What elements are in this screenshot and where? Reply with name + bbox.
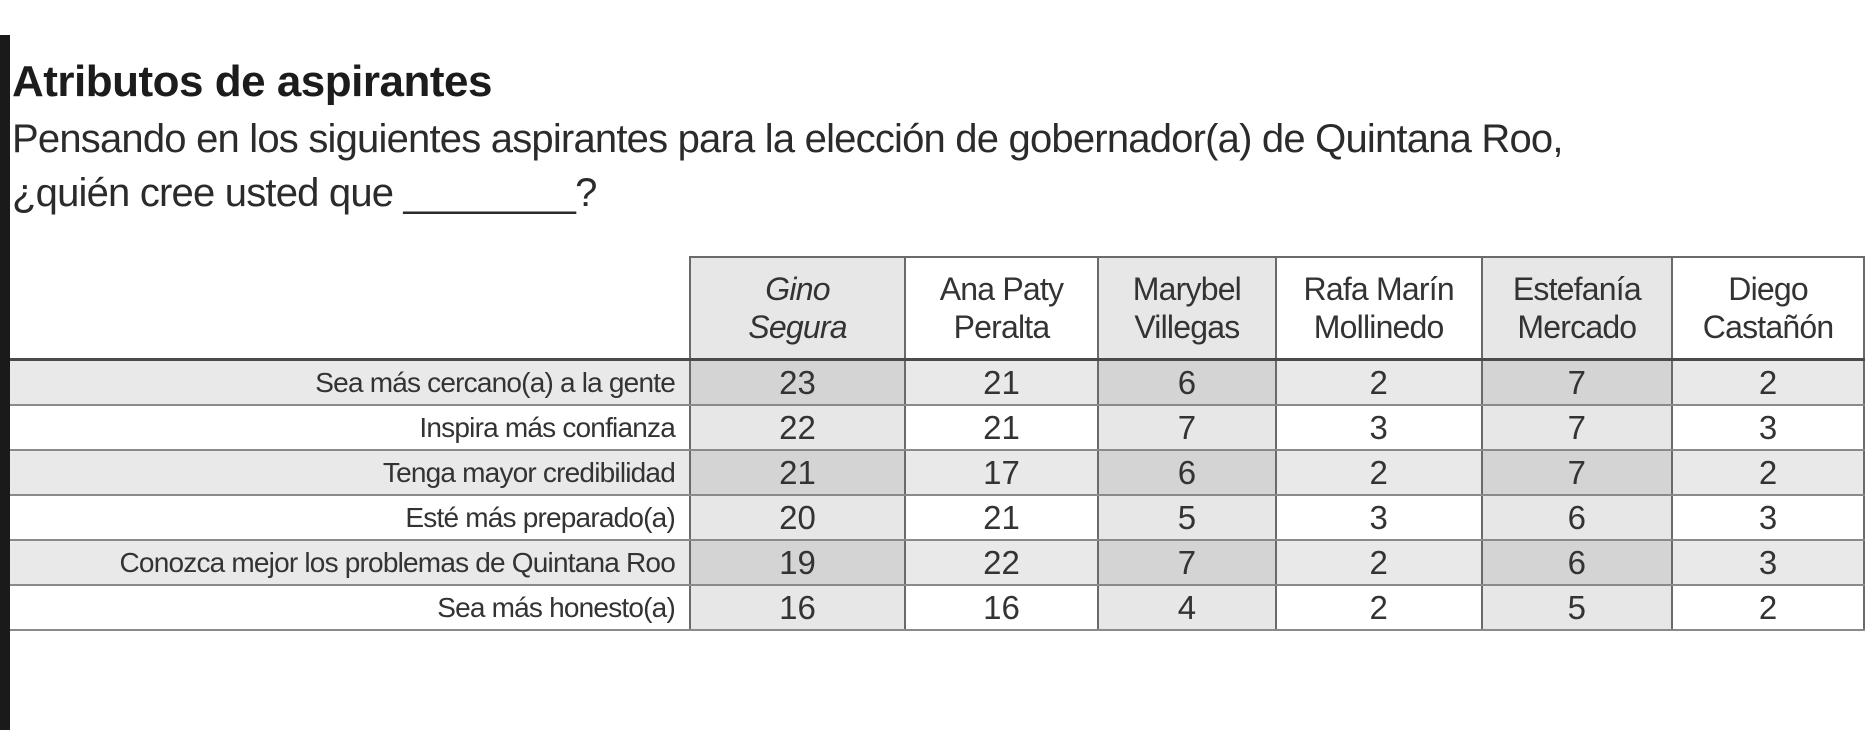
attributes-table: Gino Segura Ana Paty Peralta Marybel Villeg… xyxy=(10,256,1865,631)
table-cell: 2 xyxy=(1274,450,1482,496)
table-cell: 7 xyxy=(1096,405,1276,451)
column-header: Ana Paty Peralta xyxy=(904,256,1098,360)
table-cell: 2 xyxy=(1671,585,1865,631)
table-cell: 5 xyxy=(1480,585,1673,631)
table-cell: 6 xyxy=(1480,495,1673,541)
table-cell: 21 xyxy=(904,495,1098,541)
table-row: Sea más cercano(a) a la gente 23 21 6 2 … xyxy=(10,359,1865,406)
table-cell: 7 xyxy=(1480,359,1673,406)
header-corner xyxy=(10,257,690,360)
chart-title: Atributos de aspirantes xyxy=(12,57,492,106)
column-header-line1: Diego xyxy=(1728,271,1808,307)
table-cell: 2 xyxy=(1274,585,1482,631)
table-cell: 3 xyxy=(1274,495,1482,541)
column-header-line1: Rafa Marín xyxy=(1303,271,1455,307)
table-cell: 4 xyxy=(1096,585,1276,631)
column-header: Diego Castañón xyxy=(1671,256,1865,360)
row-label: Esté más preparado(a) xyxy=(10,495,690,541)
column-header-line1: Ana Paty xyxy=(939,271,1064,307)
row-label: Tenga mayor credibilidad xyxy=(10,450,690,496)
table-cell: 16 xyxy=(904,585,1098,631)
column-header-line2: Mercado xyxy=(1517,309,1637,345)
left-accent-bar xyxy=(0,35,10,730)
table-cell: 17 xyxy=(904,450,1098,496)
row-label: Inspira más confianza xyxy=(10,405,690,451)
table-cell: 19 xyxy=(688,540,906,586)
table-cell: 2 xyxy=(1671,450,1865,496)
column-header: Estefanía Mercado xyxy=(1480,256,1673,360)
table-row: Sea más honesto(a) 16 16 4 2 5 2 xyxy=(10,585,1865,631)
table-cell: 6 xyxy=(1480,540,1673,586)
row-label: Sea más cercano(a) a la gente xyxy=(10,359,690,406)
table-cell: 16 xyxy=(688,585,906,631)
table-cell: 5 xyxy=(1096,495,1276,541)
chart-subtitle: Pensando en los siguientes aspirantes pa… xyxy=(12,112,1842,220)
table-cell: 6 xyxy=(1096,450,1276,496)
table-row: Inspira más confianza 22 21 7 3 7 3 xyxy=(10,405,1865,451)
table-cell: 3 xyxy=(1671,540,1865,586)
table-cell: 6 xyxy=(1096,359,1276,406)
table-cell: 21 xyxy=(688,450,906,496)
table-cell: 2 xyxy=(1274,359,1482,406)
subtitle-line-2: ¿quién cree usted que ________? xyxy=(12,171,597,215)
column-header-line1: Marybel xyxy=(1132,271,1242,307)
table-row: Esté más preparado(a) 20 21 5 3 6 3 xyxy=(10,495,1865,541)
table-cell: 2 xyxy=(1274,540,1482,586)
table-cell: 21 xyxy=(904,405,1098,451)
column-header-line2: Mollinedo xyxy=(1313,309,1445,345)
column-header-line2: Villegas xyxy=(1134,309,1240,345)
column-header-line2: Segura xyxy=(748,309,847,345)
column-header: Rafa Marín Mollinedo xyxy=(1274,256,1482,360)
table-cell: 2 xyxy=(1671,359,1865,406)
table-cell: 3 xyxy=(1274,405,1482,451)
table-row: Tenga mayor credibilidad 21 17 6 2 7 2 xyxy=(10,450,1865,496)
column-header: Marybel Villegas xyxy=(1096,256,1276,360)
column-header-line1: Gino xyxy=(765,271,830,307)
column-header-line2: Castañón xyxy=(1702,309,1834,345)
row-label: Conozca mejor los problemas de Quintana … xyxy=(10,540,690,586)
table-cell: 7 xyxy=(1096,540,1276,586)
column-header-line1: Estefanía xyxy=(1512,271,1642,307)
table-cell: 7 xyxy=(1480,405,1673,451)
row-label: Sea más honesto(a) xyxy=(10,585,690,631)
column-header-line2: Peralta xyxy=(953,309,1051,345)
table-cell: 23 xyxy=(688,359,906,406)
table-row: Conozca mejor los problemas de Quintana … xyxy=(10,540,1865,586)
column-header: Gino Segura xyxy=(688,256,906,360)
header-row: Gino Segura Ana Paty Peralta Marybel Villeg… xyxy=(10,256,1865,360)
table-cell: 22 xyxy=(688,405,906,451)
table-cell: 20 xyxy=(688,495,906,541)
table-cell: 22 xyxy=(904,540,1098,586)
table-cell: 7 xyxy=(1480,450,1673,496)
table-cell: 3 xyxy=(1671,405,1865,451)
table-cell: 3 xyxy=(1671,495,1865,541)
table-cell: 21 xyxy=(904,359,1098,406)
subtitle-line-1: Pensando en los siguientes aspirantes pa… xyxy=(12,117,1563,161)
